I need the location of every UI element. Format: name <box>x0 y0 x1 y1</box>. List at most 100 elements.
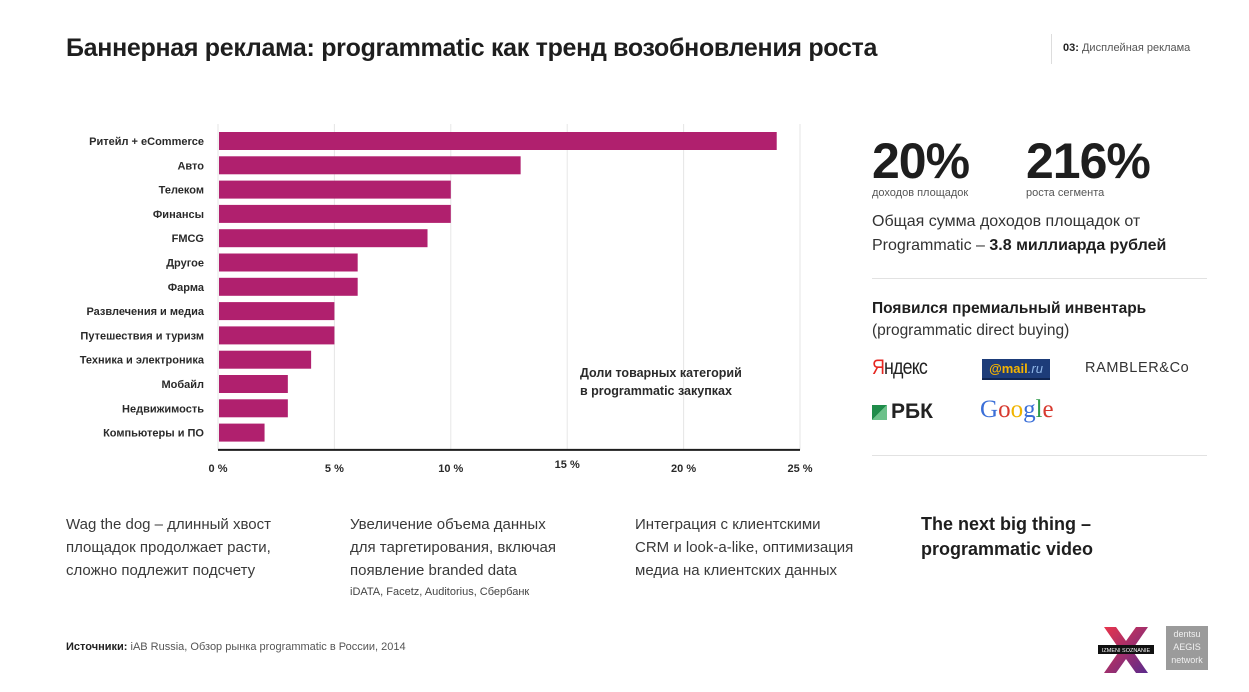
yandex-logo-rest: ндекс <box>884 356 928 379</box>
bar <box>219 253 358 272</box>
google-letter: l <box>1035 396 1043 423</box>
bar <box>219 302 335 321</box>
category-label: Развлечения и медиа <box>86 306 204 318</box>
trend-data-volume: Увеличение объема данных для таргетирова… <box>350 513 556 602</box>
category-label: Техника и электроника <box>80 355 205 367</box>
mailru-logo-ru: .ru <box>1027 361 1043 376</box>
category-label: Финансы <box>153 209 204 221</box>
google-letter: g <box>1023 396 1036 423</box>
mailru-logo-main: @mail <box>989 361 1028 376</box>
section-label: 03: Дисплейная реклама <box>1063 42 1190 54</box>
bar <box>219 204 451 223</box>
text-line: для таргетирования, включая <box>350 539 557 556</box>
premium-subheading: (programmatic direct buying) <box>872 322 1070 339</box>
chart-annotation-line-1: Доли товарных категорий <box>580 366 742 380</box>
text-line: появление branded data <box>350 562 517 579</box>
data-providers: iDATA, Facetz, Auditorius, Сбербанк <box>350 586 530 598</box>
text-line: Интеграция с клиентскими <box>635 516 821 533</box>
category-label: FMCG <box>172 233 204 245</box>
tick-label: 0 % <box>209 463 228 475</box>
rbk-logo-text: РБК <box>891 400 933 423</box>
divider <box>872 278 1207 279</box>
summary-amount: 3.8 миллиарда рублей <box>989 237 1167 254</box>
google-logo: Google <box>980 396 1054 424</box>
summary-prefix: Programmatic – <box>872 237 990 254</box>
category-label: Путешествия и туризм <box>80 330 204 342</box>
bar <box>219 156 521 175</box>
category-label: Недвижимость <box>122 403 204 415</box>
google-letter: e <box>1042 396 1054 423</box>
dentsu-line: network <box>1171 655 1203 665</box>
google-letter: o <box>1010 396 1024 423</box>
bar <box>219 399 288 418</box>
tick-label: 15 % <box>555 459 580 471</box>
chart-grid <box>217 124 801 450</box>
divider <box>872 455 1207 456</box>
izmeni-soznanie-logo: IZMENI SOZNANIE <box>1098 627 1154 673</box>
text-line: CRM и look-a-like, оптимизация <box>635 539 854 556</box>
premium-heading: Появился премиальный инвентарь <box>872 300 1147 317</box>
dentsu-line: AEGIS <box>1173 642 1201 652</box>
stat-caption: роста сегмента <box>1026 187 1105 199</box>
category-label: Авто <box>177 160 204 172</box>
category-label: Другое <box>166 258 204 270</box>
category-label: Компьютеры и ПО <box>103 428 204 440</box>
text-line: Увеличение объема данных <box>350 516 546 533</box>
google-letter: o <box>998 396 1011 423</box>
stat-segment-growth: 216% роста сегмента <box>1026 133 1151 199</box>
bar <box>219 229 428 248</box>
summary-line-2: Programmatic – 3.8 миллиарда рублей <box>872 234 1166 258</box>
bar <box>219 326 335 345</box>
text-line: The next big thing – <box>921 514 1091 534</box>
category-label: Фарма <box>168 282 205 294</box>
source-label: Источники: <box>66 641 128 653</box>
revenue-summary: Общая сумма доходов площадок от Programm… <box>872 210 1166 258</box>
section-divider <box>1051 34 1052 64</box>
rbk-mark-icon <box>872 404 887 420</box>
section-name: Дисплейная реклама <box>1081 42 1191 54</box>
bar <box>219 132 777 150</box>
category-label: Ритейл + eCommerce <box>89 136 204 148</box>
source-text: iAB Russia, Обзор рынка programmatic в Р… <box>127 641 406 653</box>
bar <box>219 423 265 442</box>
text-line: programmatic video <box>921 539 1094 559</box>
chart-annotation-line-2: в programmatic закупках <box>580 384 732 398</box>
dentsu-aegis-logo: dentsu AEGIS network <box>1166 626 1208 670</box>
text-line: медиа на клиентских данных <box>635 562 838 579</box>
trend-crm-integration: Интеграция с клиентскими CRM и look-a-li… <box>635 513 853 582</box>
chart-tick-labels: 0 % 5 % 10 % 15 % 20 % 25 % <box>209 459 813 475</box>
mailru-logo: @mail.ru <box>982 359 1050 380</box>
chart-annotation: Доли товарных категорий в programmatic з… <box>580 364 742 400</box>
tick-label: 25 % <box>787 463 812 475</box>
text-line: сложно подлежит подсчету <box>66 562 256 579</box>
dentsu-line: dentsu <box>1173 629 1201 639</box>
chart-category-labels: Ритейл + eCommerce Авто Телеком Финансы FMCG… <box>80 136 205 440</box>
izmeni-logo-text: IZMENI SOZNANIE <box>1102 648 1151 654</box>
bar <box>219 375 288 393</box>
source-note: Источники: iAB Russia, Обзор рынка progr… <box>66 641 406 653</box>
rambler-logo: RAMBLER&Co <box>1085 360 1190 376</box>
yandex-logo: Яндекс <box>872 356 928 380</box>
bar <box>219 350 312 369</box>
trend-long-tail: Wag the dog – длинный хвост площадок про… <box>66 513 271 582</box>
text-line: Wag the dog – длинный хвост <box>66 516 271 533</box>
yandex-logo-first: Я <box>872 356 885 379</box>
google-letter: G <box>980 396 999 423</box>
page-title: Баннерная реклама: programmatic как трен… <box>66 34 878 62</box>
section-number: 03: <box>1063 42 1079 54</box>
premium-inventory: Появился премиальный инвентарь (programm… <box>872 298 1146 342</box>
trend-programmatic-video: The next big thing – programmatic video <box>921 512 1093 562</box>
stat-revenue-share: 20% доходов площадок <box>872 135 970 199</box>
bar-chart: Ритейл + eCommerce Авто Телеком Финансы FMCG… <box>80 124 813 475</box>
category-label: Мобайл <box>161 379 204 391</box>
tick-label: 5 % <box>325 463 344 475</box>
tick-label: 20 % <box>671 463 696 475</box>
bar <box>219 277 358 296</box>
chart-bars <box>219 132 777 442</box>
tick-label: 10 % <box>438 463 463 475</box>
stat-value: 216% <box>1026 133 1151 189</box>
summary-line-1: Общая сумма доходов площадок от <box>872 213 1141 230</box>
stat-caption: доходов площадок <box>872 187 969 199</box>
bar <box>219 180 451 199</box>
text-line: площадок продолжает расти, <box>66 539 271 556</box>
